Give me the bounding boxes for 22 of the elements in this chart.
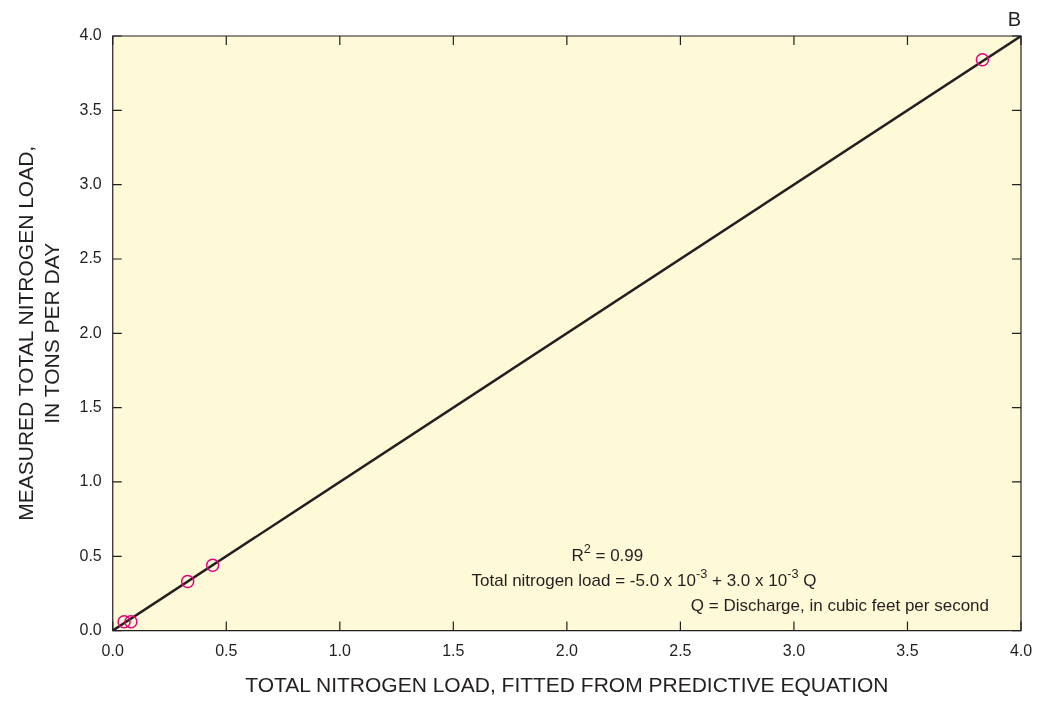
x-axis-title: TOTAL NITROGEN LOAD, FITTED FROM PREDICTIVE EQUATION	[245, 673, 889, 697]
y-tick-label: 2.0	[79, 323, 102, 341]
x-tick-label: 0.5	[215, 641, 238, 659]
x-tick-label: 0.0	[101, 641, 124, 659]
x-tick-label: 3.5	[896, 641, 919, 659]
x-tick-label: 3.0	[782, 641, 806, 659]
y-tick-label: 3.5	[79, 100, 102, 118]
annotation: Q = Discharge, in cubic feet per second	[690, 595, 990, 615]
x-tick-label: 1.5	[442, 641, 465, 659]
y-tick-label: 3.0	[79, 175, 102, 193]
x-tick-label: 1.0	[328, 641, 352, 659]
y-axis-title: MEASURED TOTAL NITROGEN LOAD, IN TONS PER DAY	[13, 145, 64, 521]
y-tick-label: 0.5	[79, 546, 102, 564]
x-tick-label: 4.0	[1009, 641, 1033, 659]
chart-title: B	[1007, 7, 1021, 30]
y-tick-label: 1.0	[79, 472, 102, 490]
x-tick-label: 2.0	[555, 641, 579, 659]
y-tick-label: 2.5	[79, 249, 102, 267]
x-tick-label: 2.5	[669, 641, 692, 659]
y-tick-label: 4.0	[79, 26, 102, 44]
y-tick-label: 1.5	[79, 398, 102, 416]
y-tick-label: 0.0	[79, 621, 102, 639]
